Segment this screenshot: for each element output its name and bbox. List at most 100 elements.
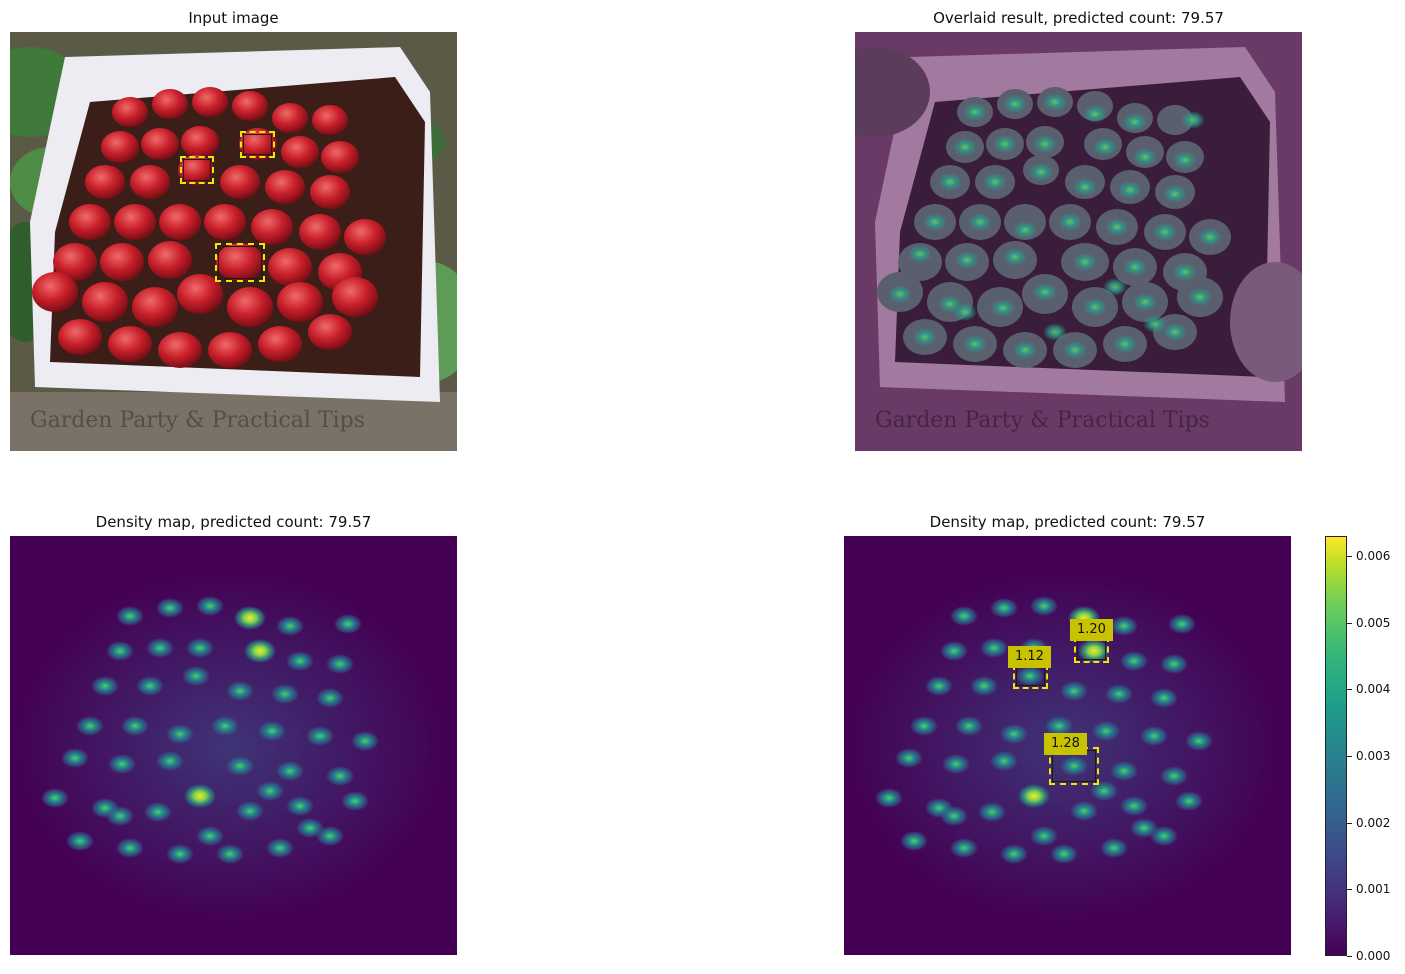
annotated-density-map	[844, 536, 1291, 955]
density-peak	[166, 844, 194, 864]
colorbar-tick	[1347, 623, 1352, 624]
exemplar-count-label-2: 1.20	[1070, 619, 1113, 641]
overlay-density-peak	[1133, 148, 1157, 166]
overlay-density-peak	[963, 335, 987, 353]
density-peak	[1070, 801, 1098, 821]
density-peak	[286, 796, 314, 816]
overlay-density-peak	[1118, 181, 1142, 199]
overlay-density-peak	[1043, 323, 1067, 341]
density-peak	[925, 676, 953, 696]
density-peak	[351, 731, 379, 751]
density-peak	[955, 716, 983, 736]
overlay-density-peak	[1163, 185, 1187, 203]
colorbar-tick	[1347, 956, 1352, 957]
colorbar-tick-label: 0.004	[1356, 682, 1391, 696]
density-peak	[166, 724, 194, 744]
density-peak	[1120, 651, 1148, 671]
overlay-density-peak	[1043, 93, 1067, 111]
input-image: Garden Party & Practical Tips	[10, 32, 457, 451]
density-peak	[1160, 654, 1188, 674]
overlay-density-peak	[1133, 293, 1157, 311]
density-peak	[895, 748, 923, 768]
annotated-density-map-title: Density map, predicted count: 79.57	[929, 513, 1206, 531]
overlay-density-peak	[1093, 138, 1117, 156]
density-peak	[1060, 756, 1088, 776]
density-peak	[950, 838, 978, 858]
colorbar	[1325, 536, 1347, 956]
overlay-density-peak	[1181, 111, 1205, 129]
density-peak	[76, 716, 104, 736]
density-peak	[116, 606, 144, 626]
density-peak	[875, 788, 903, 808]
density-peak	[186, 638, 214, 658]
overlay-density-peak	[1013, 221, 1037, 239]
density-peak	[66, 831, 94, 851]
density-peak	[106, 641, 134, 661]
density-peak	[900, 831, 928, 851]
density-map	[10, 536, 457, 955]
density-peak	[1110, 761, 1138, 781]
density-peak	[41, 788, 69, 808]
density-peak	[1185, 731, 1213, 751]
density-peak	[1175, 791, 1203, 811]
annotated-density-map-panel: 1.12 1.20 1.28	[844, 536, 1291, 955]
density-peak	[341, 791, 369, 811]
density-peak	[226, 756, 254, 776]
density-peak	[271, 684, 299, 704]
density-peak	[296, 818, 324, 838]
density-peak	[61, 748, 89, 768]
overlay-image: Garden Party & Practical Tips	[855, 32, 1302, 451]
overlay-density-peak	[1083, 298, 1107, 316]
overlay-density-peak	[1153, 223, 1177, 241]
density-peak	[216, 844, 244, 864]
overlay-density-peak	[1123, 113, 1147, 131]
overlay-density-peak	[1013, 341, 1037, 359]
overlay-density-peak	[1073, 178, 1097, 196]
density-peak	[276, 616, 304, 636]
colorbar-tick	[1347, 823, 1352, 824]
density-peak	[108, 754, 136, 774]
density-peak	[146, 638, 174, 658]
density-map-title: Density map, predicted count: 79.57	[95, 513, 372, 531]
overlay-density-peak	[1123, 258, 1147, 276]
overlay-density-peak	[1033, 135, 1057, 153]
density-peak	[1045, 716, 1073, 736]
density-peak	[980, 638, 1008, 658]
density-peak	[990, 598, 1018, 618]
density-peak	[1090, 781, 1118, 801]
colorbar-tick-label: 0.002	[1356, 816, 1391, 830]
density-peak	[116, 838, 144, 858]
density-peak	[196, 596, 224, 616]
density-map-panel	[10, 536, 457, 955]
overlay-density-peak	[1063, 341, 1087, 359]
density-peak	[286, 651, 314, 671]
input-image-panel: Garden Party & Practical Tips	[10, 32, 457, 451]
colorbar-tick	[1347, 889, 1352, 890]
overlay-result-title: Overlaid result, predicted count: 79.57	[933, 9, 1224, 27]
density-peak	[978, 802, 1006, 822]
density-peak	[236, 801, 264, 821]
overlay-density-peak	[1113, 335, 1137, 353]
density-peak	[258, 721, 286, 741]
density-peak	[1030, 826, 1058, 846]
density-peak	[942, 754, 970, 774]
density-peak	[1130, 818, 1158, 838]
overlay-density-peak	[1188, 288, 1212, 306]
overlay-density-peak	[955, 251, 979, 269]
density-peak	[234, 606, 266, 630]
overlay-result-panel: Garden Party & Practical Tips	[855, 32, 1302, 451]
overlay-density-peak	[991, 299, 1015, 317]
density-peak	[244, 639, 276, 663]
density-peak	[266, 838, 294, 858]
density-peak	[326, 654, 354, 674]
density-peak	[1000, 724, 1028, 744]
overlay-density-peak	[1033, 283, 1057, 301]
density-peak	[1078, 639, 1110, 663]
density-peak	[1060, 681, 1088, 701]
overlay-density-peak	[1029, 163, 1053, 181]
overlay-density-peak	[1163, 323, 1187, 341]
density-peak	[1160, 766, 1188, 786]
density-peak	[1168, 614, 1196, 634]
density-spots	[41, 596, 379, 864]
overlay-density-peak	[1073, 253, 1097, 271]
